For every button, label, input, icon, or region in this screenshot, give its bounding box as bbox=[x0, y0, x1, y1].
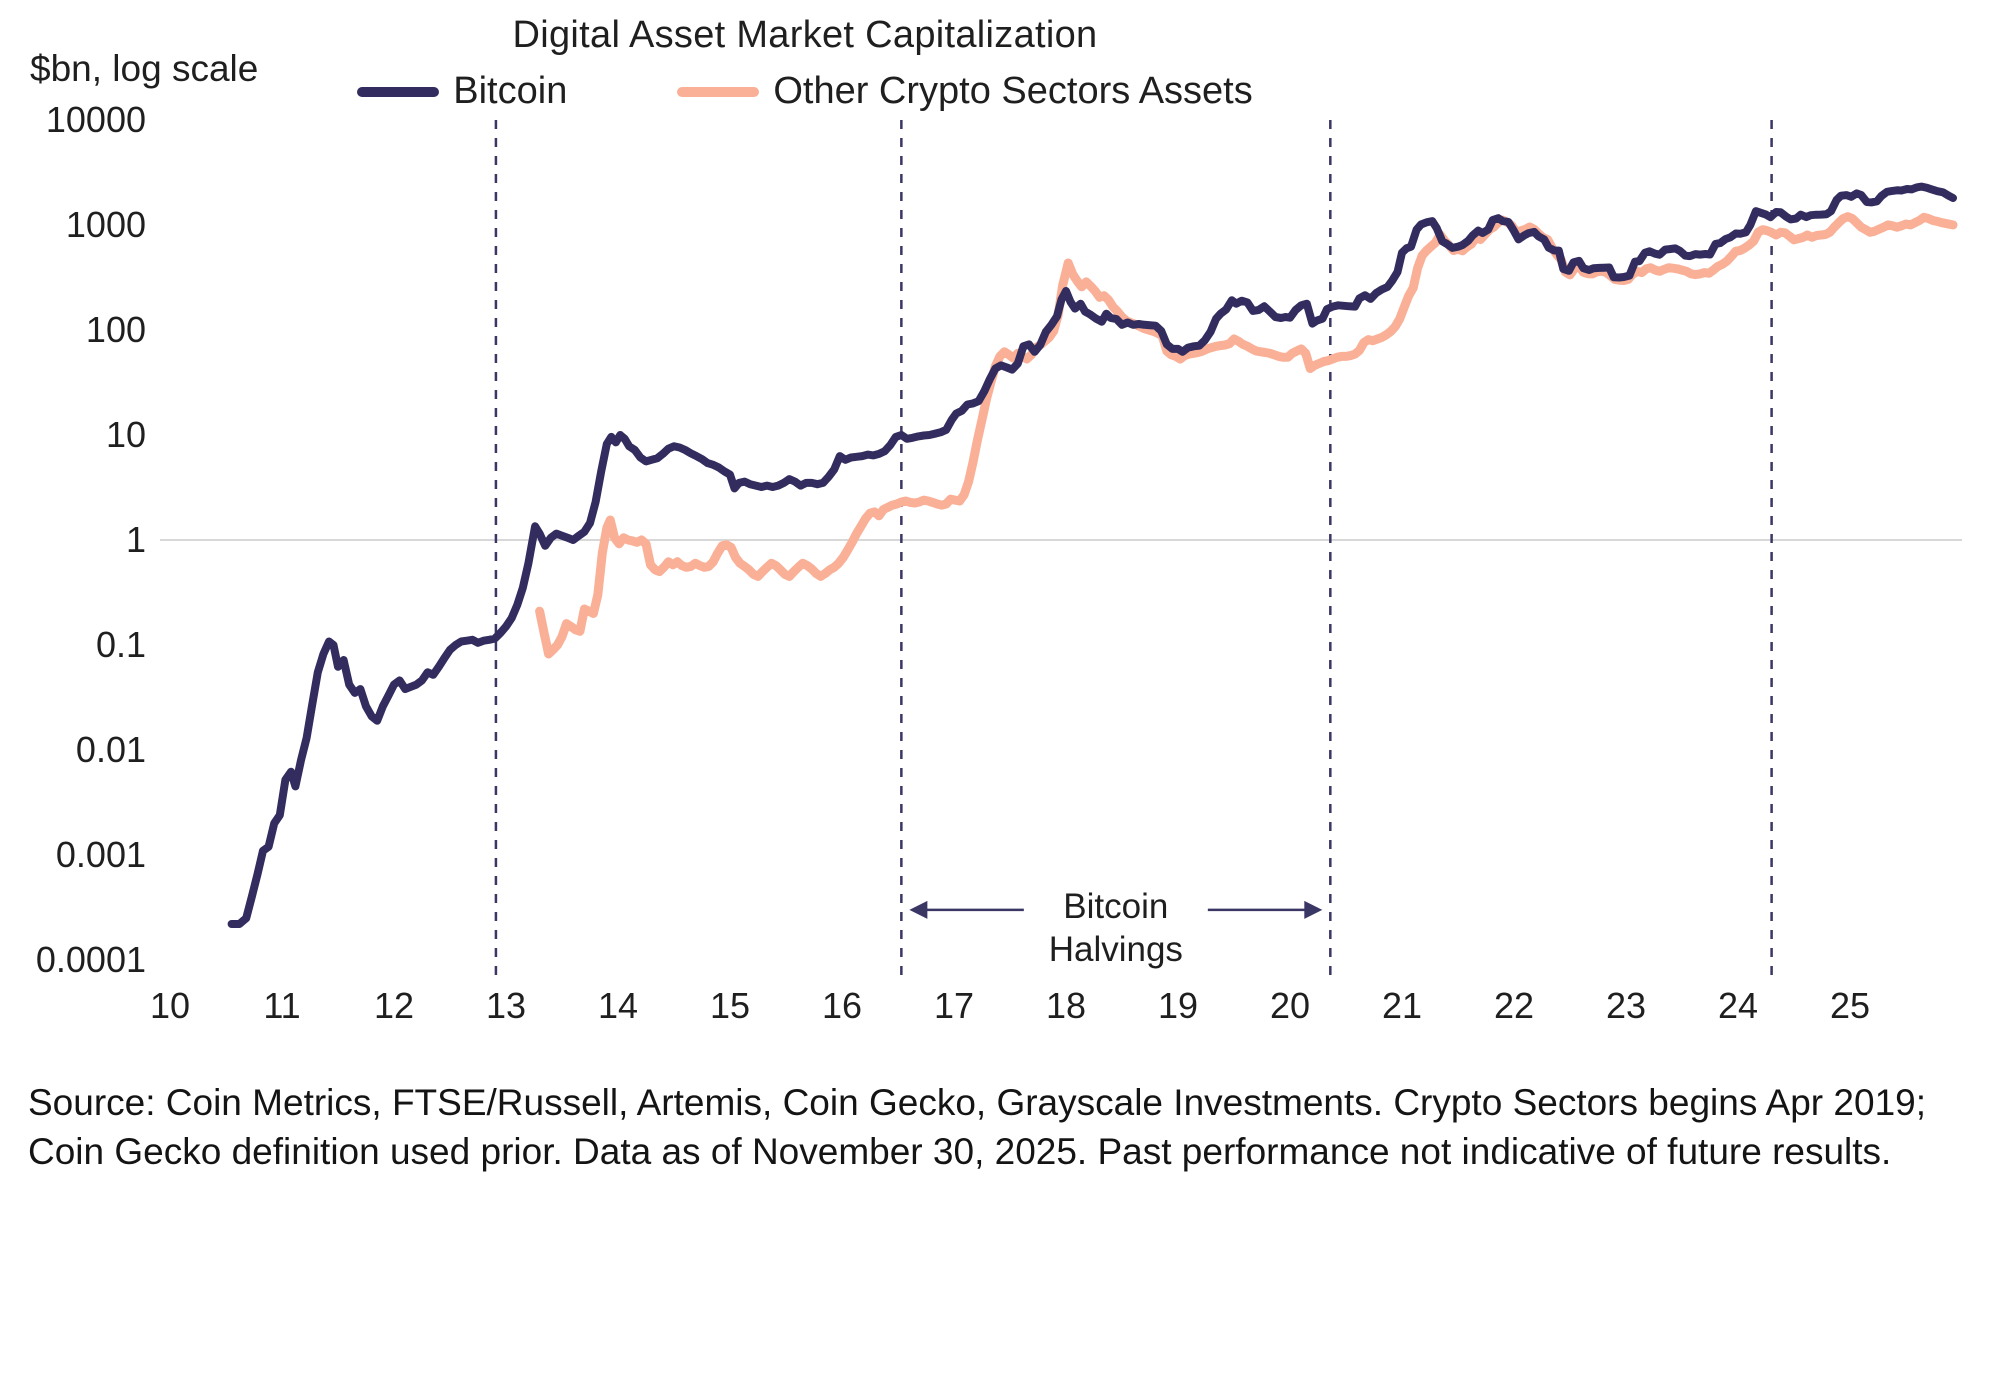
x-tick-23: 23 bbox=[1606, 985, 1646, 1026]
x-tick-14: 14 bbox=[598, 985, 638, 1026]
y-axis-caption: $bn, log scale bbox=[30, 48, 259, 89]
y-tick-10: 10 bbox=[106, 414, 146, 455]
bitcoin-line bbox=[227, 182, 1957, 928]
annotation-line-1: Bitcoin bbox=[1063, 886, 1169, 926]
annotation-line-2: Halvings bbox=[1048, 929, 1183, 969]
other-crypto-line-swatch bbox=[677, 86, 760, 97]
x-tick-17: 17 bbox=[934, 985, 974, 1026]
y-tick-0.01: 0.01 bbox=[76, 729, 146, 770]
x-tick-16: 16 bbox=[822, 985, 862, 1026]
y-tick-1000: 1000 bbox=[66, 204, 146, 245]
x-tick-10: 10 bbox=[150, 985, 190, 1026]
legend: Bitcoin Other Crypto Sectors Assets bbox=[0, 70, 1610, 113]
x-tick-11: 11 bbox=[263, 985, 300, 1026]
other-crypto-sectors-assets-line bbox=[535, 212, 1958, 659]
x-tick-21: 21 bbox=[1382, 985, 1422, 1026]
y-tick-1: 1 bbox=[126, 519, 146, 560]
x-tick-15: 15 bbox=[710, 985, 750, 1026]
legend-item-bitcoin: Bitcoin bbox=[357, 70, 567, 113]
legend-item-other-crypto: Other Crypto Sectors Assets bbox=[677, 70, 1253, 113]
x-tick-19: 19 bbox=[1158, 985, 1198, 1026]
x-tick-20: 20 bbox=[1270, 985, 1310, 1026]
chart-title: Digital Asset Market Capitalization bbox=[512, 14, 1098, 56]
source-note: Source: Coin Metrics, FTSE/Russell, Arte… bbox=[28, 1082, 1927, 1173]
x-tick-22: 22 bbox=[1494, 985, 1534, 1026]
y-tick-0.001: 0.001 bbox=[56, 834, 146, 875]
y-tick-10000: 10000 bbox=[46, 99, 146, 140]
bitcoin-halvings-annotation: Bitcoin Halvings bbox=[956, 886, 1276, 971]
bitcoin-line-swatch bbox=[357, 86, 440, 97]
halving-arrowhead bbox=[1304, 900, 1323, 919]
x-tick-24: 24 bbox=[1718, 985, 1758, 1026]
x-tick-25: 25 bbox=[1830, 985, 1870, 1026]
legend-label-bitcoin: Bitcoin bbox=[453, 70, 568, 112]
y-tick-100: 100 bbox=[86, 309, 146, 350]
y-tick-0.0001: 0.0001 bbox=[36, 939, 146, 980]
y-tick-0.1: 0.1 bbox=[96, 624, 146, 665]
x-tick-13: 13 bbox=[486, 985, 526, 1026]
halving-arrowhead bbox=[909, 900, 928, 919]
legend-label-other-crypto: Other Crypto Sectors Assets bbox=[773, 70, 1253, 112]
x-tick-12: 12 bbox=[374, 985, 414, 1026]
x-tick-18: 18 bbox=[1046, 985, 1086, 1026]
